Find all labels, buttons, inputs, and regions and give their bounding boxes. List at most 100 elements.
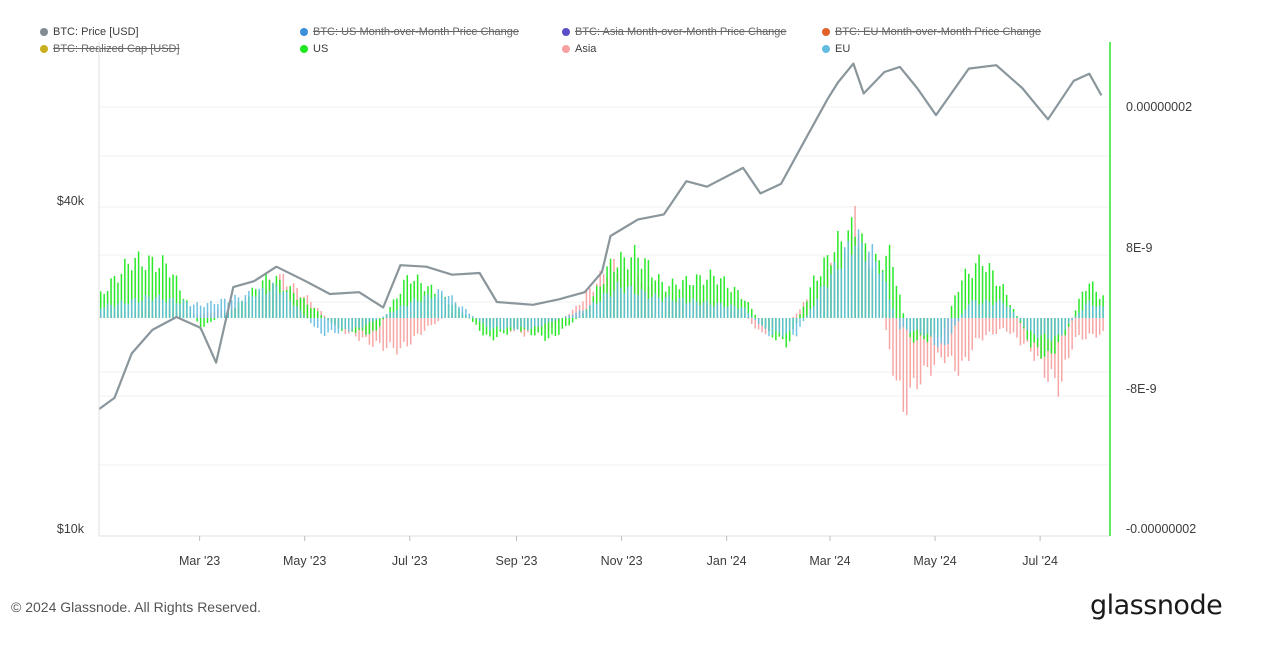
bar-asia <box>1012 318 1015 333</box>
bar-us <box>609 258 612 318</box>
bar-us <box>895 285 898 318</box>
legend-label: BTC: Price [USD] <box>53 26 139 38</box>
bar-eu <box>372 318 374 322</box>
bar-eu <box>365 318 367 326</box>
bar-eu <box>633 293 636 318</box>
bar-asia <box>423 318 426 331</box>
x-tick-label: Sep '23 <box>496 554 538 568</box>
bar-us <box>733 286 736 318</box>
bar-eu <box>127 304 130 318</box>
bar-eu <box>623 293 626 318</box>
bar-eu <box>613 290 615 318</box>
bar-eu <box>895 318 898 319</box>
bar-eu <box>1102 306 1104 318</box>
bar-eu <box>265 294 267 318</box>
bar-asia <box>988 318 991 332</box>
legend-item-4[interactable]: BTC: Realized Cap [USD] <box>40 42 180 56</box>
bar-us <box>117 282 119 318</box>
bar-asia <box>950 318 953 356</box>
bar-us <box>206 318 209 324</box>
bar-eu <box>1030 318 1032 332</box>
bar-us <box>137 251 140 318</box>
bar-eu <box>327 318 329 333</box>
bar-eu <box>196 302 198 318</box>
bar-eu <box>620 287 622 318</box>
glassnode-logo[interactable]: glassnode <box>1090 590 1223 621</box>
bar-eu <box>782 318 784 337</box>
bar-eu <box>478 318 481 322</box>
bar-eu <box>1009 307 1011 318</box>
legend-dot-icon <box>822 28 830 36</box>
legend-item-2[interactable]: BTC: Asia Month-over-Month Price Change <box>562 25 787 39</box>
bar-eu <box>806 315 808 318</box>
axes-group: Mar '23 May '23 Jul '23 Sep '23 Nov '23 Jan '… <box>57 42 1196 568</box>
bar-eu <box>857 229 860 318</box>
bar-us <box>961 280 963 318</box>
bar-eu <box>399 305 402 318</box>
bar-us <box>110 278 112 318</box>
bar-eu <box>158 294 161 318</box>
bar-us <box>751 308 753 318</box>
bar-us <box>409 283 412 318</box>
bar-us <box>899 294 901 318</box>
bar-eu <box>902 318 905 328</box>
bar-us <box>737 290 739 318</box>
bar-eu <box>885 281 887 318</box>
bar-eu <box>206 303 209 318</box>
bar-eu <box>420 301 422 318</box>
bar-eu <box>689 302 691 318</box>
bar-asia <box>392 318 395 349</box>
bar-us <box>151 256 154 318</box>
bar-eu <box>716 302 719 318</box>
legend-item-7[interactable]: EU <box>822 42 850 56</box>
bar-eu <box>558 318 560 319</box>
legend-item-5[interactable]: US <box>300 42 328 56</box>
bar-eu <box>244 295 247 318</box>
bar-us <box>310 308 312 318</box>
bar-us <box>596 285 598 318</box>
bar-us <box>575 318 577 320</box>
bar-us <box>1092 281 1094 318</box>
bar-eu <box>485 318 488 327</box>
bar-eu <box>506 318 508 328</box>
bar-eu <box>279 293 281 318</box>
bar-eu <box>144 294 147 318</box>
bar-asia <box>406 318 409 347</box>
bar-us <box>468 318 471 319</box>
bar-asia <box>1002 318 1004 328</box>
bar-asia <box>382 318 384 351</box>
bar-us <box>1078 298 1080 318</box>
bar-eu <box>823 285 825 318</box>
bar-us <box>709 269 712 318</box>
bar-eu <box>1074 316 1077 318</box>
bar-eu <box>261 287 264 318</box>
x-tick-label: May '24 <box>913 554 956 568</box>
bar-eu <box>306 318 309 319</box>
bar-eu <box>854 245 856 318</box>
legend-item-1[interactable]: BTC: US Month-over-Month Price Change <box>300 25 519 39</box>
bar-eu <box>943 318 946 346</box>
bar-us <box>1043 318 1046 357</box>
bar-eu <box>833 261 836 318</box>
bar-eu <box>575 312 577 318</box>
bar-eu <box>751 316 753 318</box>
y-right-tick-label: -8E-9 <box>1126 382 1157 396</box>
bar-eu <box>785 318 787 334</box>
bar-asia <box>1009 318 1011 334</box>
bar-asia <box>885 318 887 331</box>
bar-eu <box>492 318 495 329</box>
bar-eu <box>599 301 601 318</box>
legend-item-6[interactable]: Asia <box>562 42 596 56</box>
legend-item-0[interactable]: BTC: Price [USD] <box>40 25 139 39</box>
bar-us <box>561 318 564 329</box>
bar-us <box>806 301 808 318</box>
bar-eu <box>437 289 440 318</box>
bar-eu <box>747 312 750 318</box>
bar-eu <box>923 318 925 336</box>
bar-us <box>554 318 557 337</box>
bar-eu <box>937 318 939 348</box>
bar-asia <box>964 318 967 358</box>
legend-item-3[interactable]: BTC: EU Month-over-Month Price Change <box>822 25 1041 39</box>
bar-eu <box>186 301 188 318</box>
